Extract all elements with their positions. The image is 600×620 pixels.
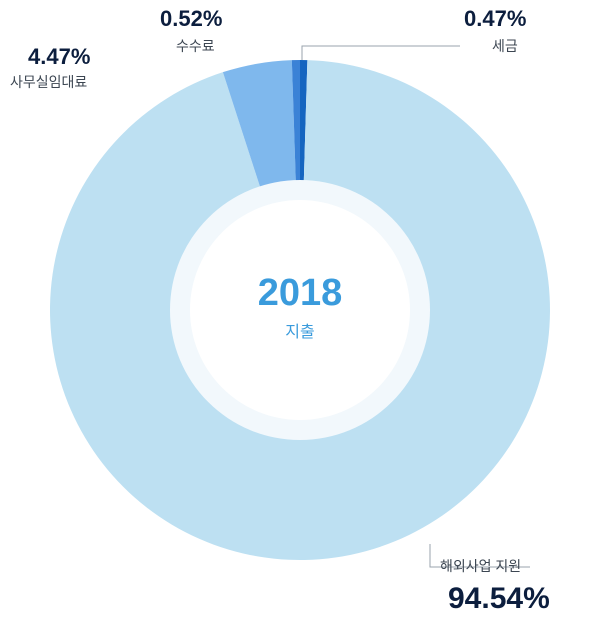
center-sub: 지출: [250, 318, 350, 342]
pct-해외사업 지원: 94.54%: [448, 582, 550, 616]
label-해외사업 지원: 해외사업 지원: [440, 556, 521, 576]
leader-세금: [302, 46, 460, 60]
label-사무실임대료: 사무실임대료: [10, 72, 87, 92]
label-수수료: 수수료: [176, 36, 215, 56]
pct-사무실임대료: 4.47%: [28, 44, 90, 70]
label-세금: 세금: [492, 36, 518, 56]
center-year: 2018: [250, 272, 350, 315]
donut-chart: 2018 지출 0.47% 세금 0.52% 수수료 4.47%사무실임대료 94.54%…: [0, 0, 600, 620]
pct-수수료: 0.52%: [160, 6, 222, 32]
pct-세금: 0.47%: [464, 6, 526, 32]
